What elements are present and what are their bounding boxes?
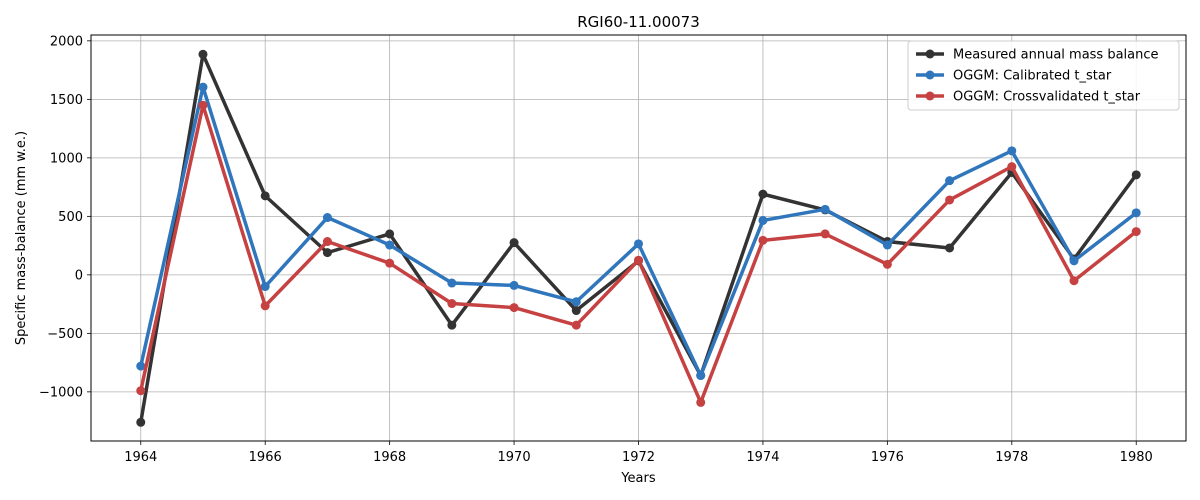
- legend-entry: OGGM: Crossvalidated t_star: [916, 90, 1141, 105]
- data-point: [945, 176, 955, 186]
- data-point: [198, 82, 208, 92]
- y-tick-label: 0: [75, 268, 83, 283]
- x-tick-label: 1978: [995, 450, 1028, 465]
- data-point: [820, 204, 830, 214]
- data-point: [696, 397, 706, 407]
- data-point: [198, 49, 208, 59]
- data-point: [385, 258, 395, 268]
- data-point: [758, 189, 768, 199]
- data-point: [758, 235, 768, 245]
- x-tick-label: 1972: [622, 450, 655, 465]
- data-point: [322, 213, 332, 223]
- y-tick-label: −500: [47, 327, 83, 342]
- data-point: [1069, 276, 1079, 286]
- y-tick-label: 1000: [50, 151, 83, 166]
- data-point: [1131, 170, 1141, 180]
- data-point: [385, 229, 395, 239]
- data-point: [136, 386, 146, 396]
- data-point: [322, 248, 332, 258]
- series-3: [136, 100, 1141, 407]
- legend-box: [907, 40, 1180, 111]
- data-point: [509, 280, 519, 290]
- y-tick-label: 2000: [50, 34, 83, 49]
- data-point: [571, 297, 581, 307]
- data-point: [322, 237, 332, 247]
- data-point: [447, 320, 457, 330]
- data-point: [385, 240, 395, 250]
- y-axis-label: Specific mass-balance (mm w.e.): [14, 131, 29, 345]
- x-tick-label: 1976: [871, 450, 904, 465]
- x-tick-label: 1966: [249, 450, 282, 465]
- data-point: [820, 229, 830, 239]
- legend-swatch-marker: [925, 49, 935, 59]
- data-point: [509, 303, 519, 313]
- legend-entry: OGGM: Calibrated t_star: [916, 69, 1112, 84]
- legend-entry: Measured annual mass balance: [916, 48, 1159, 63]
- data-point: [447, 278, 457, 288]
- data-point: [136, 361, 146, 371]
- y-axis-ticks: −1000 −500 0 500 1000 1500 2000: [39, 34, 91, 400]
- y-tick-label: −1000: [39, 385, 83, 400]
- data-point: [1131, 208, 1141, 218]
- x-tick-label: 1968: [373, 450, 406, 465]
- x-tick-label: 1964: [124, 450, 157, 465]
- data-point: [882, 240, 892, 250]
- legend: Measured annual mass balance OGGM: Calibr…: [907, 40, 1180, 111]
- y-tick-label: 1500: [50, 93, 83, 108]
- data-point: [1007, 162, 1017, 172]
- data-point: [260, 282, 270, 292]
- legend-label: Measured annual mass balance: [953, 48, 1159, 63]
- data-point: [634, 239, 643, 249]
- data-point: [260, 301, 270, 311]
- data-point: [447, 299, 457, 309]
- legend-label: OGGM: Calibrated t_star: [953, 69, 1112, 84]
- data-point: [634, 255, 643, 265]
- data-point: [1131, 227, 1141, 237]
- x-tick-label: 1974: [746, 450, 779, 465]
- data-point: [945, 195, 955, 205]
- data-point: [198, 100, 208, 110]
- chart-title: RGI60-11.00073: [577, 13, 700, 31]
- series-2: [136, 82, 1141, 380]
- x-tick-label: 1970: [498, 450, 531, 465]
- data-point: [945, 243, 955, 253]
- data-point: [571, 320, 581, 330]
- data-point: [696, 370, 706, 380]
- x-axis-label: Years: [620, 471, 656, 486]
- data-point: [260, 191, 270, 201]
- legend-label: OGGM: Crossvalidated t_star: [953, 90, 1141, 105]
- data-point: [1069, 256, 1079, 266]
- x-tick-label: 1980: [1120, 450, 1153, 465]
- data-point: [509, 238, 519, 248]
- x-axis-ticks: 1964 1966 1968 1970 1972 1974 1976 1978 1980: [124, 441, 1153, 465]
- y-tick-label: 500: [58, 210, 83, 225]
- data-point: [136, 417, 146, 427]
- data-point: [1007, 146, 1017, 156]
- legend-swatch-marker: [925, 91, 935, 101]
- data-point: [882, 259, 892, 269]
- data-point: [758, 215, 768, 225]
- series-layer: [136, 49, 1141, 427]
- data-point: [571, 306, 581, 316]
- legend-swatch-marker: [925, 70, 935, 80]
